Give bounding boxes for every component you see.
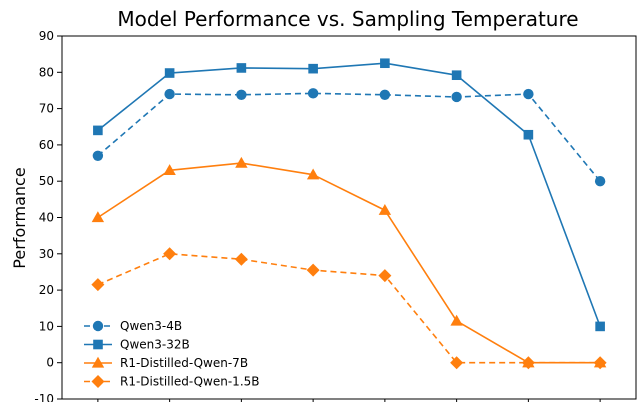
data-point-r1-distilled-qwen-1-5b [521,356,535,370]
y-tick-label: 20 [39,283,54,297]
data-point-qwen3-4b [379,89,391,101]
data-point-r1-distilled-qwen-1-5b [306,263,320,277]
legend-label-r1-distilled-qwen-1-5b: R1-Distilled-Qwen-1.5B [120,375,260,389]
y-tick-label: 90 [39,29,54,43]
data-point-qwen3-4b [594,176,606,187]
data-point-qwen3-32b [380,58,390,69]
y-tick-label: -10 [34,392,54,402]
y-tick-label: 30 [39,247,54,261]
data-point-qwen3-4b [451,91,462,103]
legend-marker-r1-distilled-qwen-1-5b [91,375,105,388]
data-point-qwen3-32b [523,129,534,140]
data-point-r1-distilled-qwen-7b [306,168,320,180]
y-tick-label: 60 [39,138,54,152]
data-point-qwen3-32b [93,125,103,136]
y-tick-label: 70 [39,102,54,116]
data-point-qwen3-32b [236,63,247,73]
series-line-r1-distilled-qwen-7b [97,162,601,364]
legend-marker-qwen3-32b [93,339,103,350]
data-point-r1-distilled-qwen-7b [91,211,105,223]
data-point-qwen3-4b [236,89,247,101]
data-point-r1-distilled-qwen-7b [163,164,176,175]
y-tick-label: 50 [39,174,54,188]
data-point-r1-distilled-qwen-1-5b [163,247,177,261]
series-line-r1-distilled-qwen-1-5b [97,253,601,364]
legend-label-qwen3-4b: Qwen3-4B [120,319,182,333]
data-point-r1-distilled-qwen-1-5b [234,252,248,266]
legend-marker-qwen3-4b [92,320,104,332]
data-point-qwen3-4b [523,88,534,100]
y-tick-label: 40 [39,211,54,225]
y-tick-label: 10 [39,319,54,333]
data-point-r1-distilled-qwen-1-5b [450,356,464,370]
y-axis-label: Performance [10,167,29,268]
series-line-qwen3-4b [97,92,601,182]
data-point-qwen3-32b [451,70,462,81]
legend: Qwen3-4B Qwen3-32B R1-Distilled-Qwen-7B R1-… [84,319,260,389]
plot-area: -10 0 10 20 30 40 50 60 70 80 90 [34,29,637,402]
series-line-qwen3-32b [97,62,601,327]
data-point-r1-distilled-qwen-7b [235,156,248,168]
data-point-r1-distilled-qwen-1-5b [91,278,105,292]
legend-label-r1-distilled-qwen-7b: R1-Distilled-Qwen-7B [120,356,248,370]
legend-marker-r1-distilled-qwen-7b [91,356,105,368]
data-point-r1-distilled-qwen-1-5b [593,356,607,370]
data-point-qwen3-4b [92,150,104,161]
y-tick-label: 80 [39,65,54,79]
data-point-qwen3-4b [164,88,175,100]
data-point-r1-distilled-qwen-7b [378,204,392,215]
y-tick-label: 0 [46,356,54,370]
data-point-r1-distilled-qwen-1-5b [378,269,392,283]
data-point-qwen3-32b [308,63,318,74]
legend-label-qwen3-32b: Qwen3-32B [120,338,190,352]
chart-title: Model Performance vs. Sampling Temperatu… [117,7,578,31]
data-point-r1-distilled-qwen-7b [450,314,463,326]
data-point-qwen3-32b [164,68,175,78]
data-point-qwen3-32b [595,321,605,332]
data-point-qwen3-4b [307,88,319,99]
